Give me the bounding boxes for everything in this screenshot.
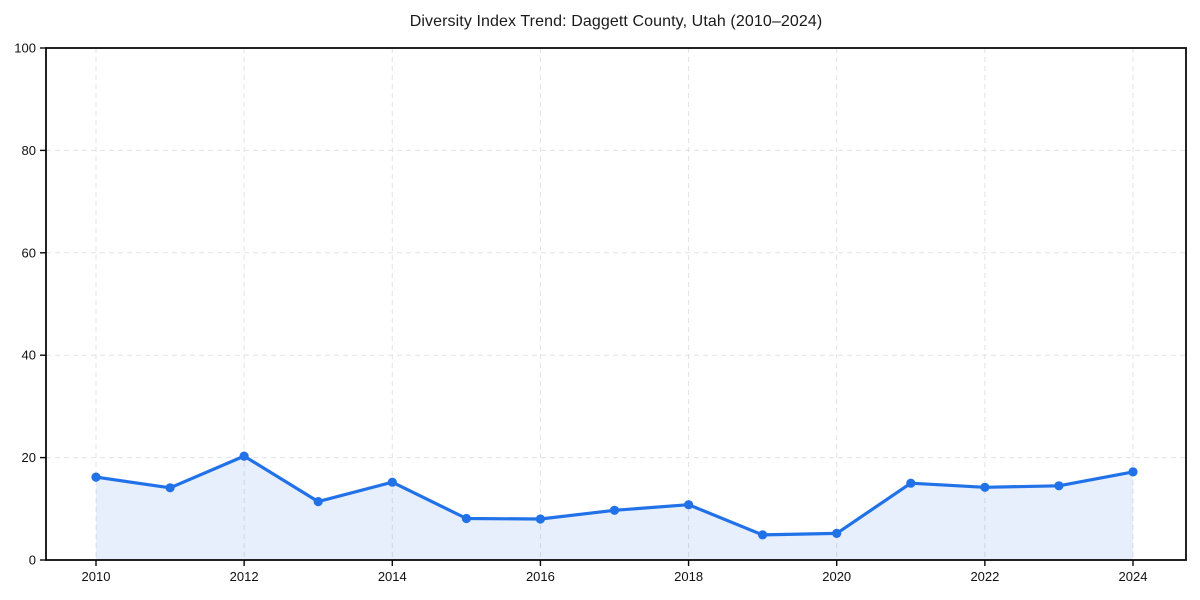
x-tick-label: 2018 [674,569,703,584]
data-point-2011 [165,483,175,493]
x-tick-label: 2020 [822,569,851,584]
x-tick-label: 2024 [1119,569,1148,584]
data-point-2012 [239,451,249,461]
y-tick-label: 100 [14,41,36,56]
data-point-2014 [387,477,397,487]
data-point-2024 [1128,467,1138,477]
data-point-2015 [461,513,471,524]
data-point-2013 [313,497,323,507]
x-tick-label: 2012 [230,569,259,584]
x-tick-label: 2022 [970,569,999,584]
data-point-2010 [91,472,101,482]
y-tick-label: 0 [29,553,36,568]
data-point-2018 [684,500,694,510]
y-tick-label: 80 [22,143,36,158]
y-tick-label: 60 [22,245,36,260]
plot-border [45,47,1187,561]
data-point-2022 [980,482,990,492]
chart-title: Diversity Index Trend: Daggett County, U… [409,13,823,30]
data-point-2023 [1054,481,1064,491]
y-tick-label: 20 [22,450,36,465]
data-point-2020 [832,528,842,539]
x-tick-label: 2010 [82,569,111,584]
y-tick-label: 40 [22,348,36,363]
data-point-2019 [758,530,768,540]
area-fill [96,456,1133,560]
data-point-2017 [609,505,620,515]
x-tick-label: 2016 [526,569,555,584]
data-point-2016 [535,514,546,524]
x-tick-label: 2014 [378,569,407,584]
data-point-2021 [906,478,916,488]
